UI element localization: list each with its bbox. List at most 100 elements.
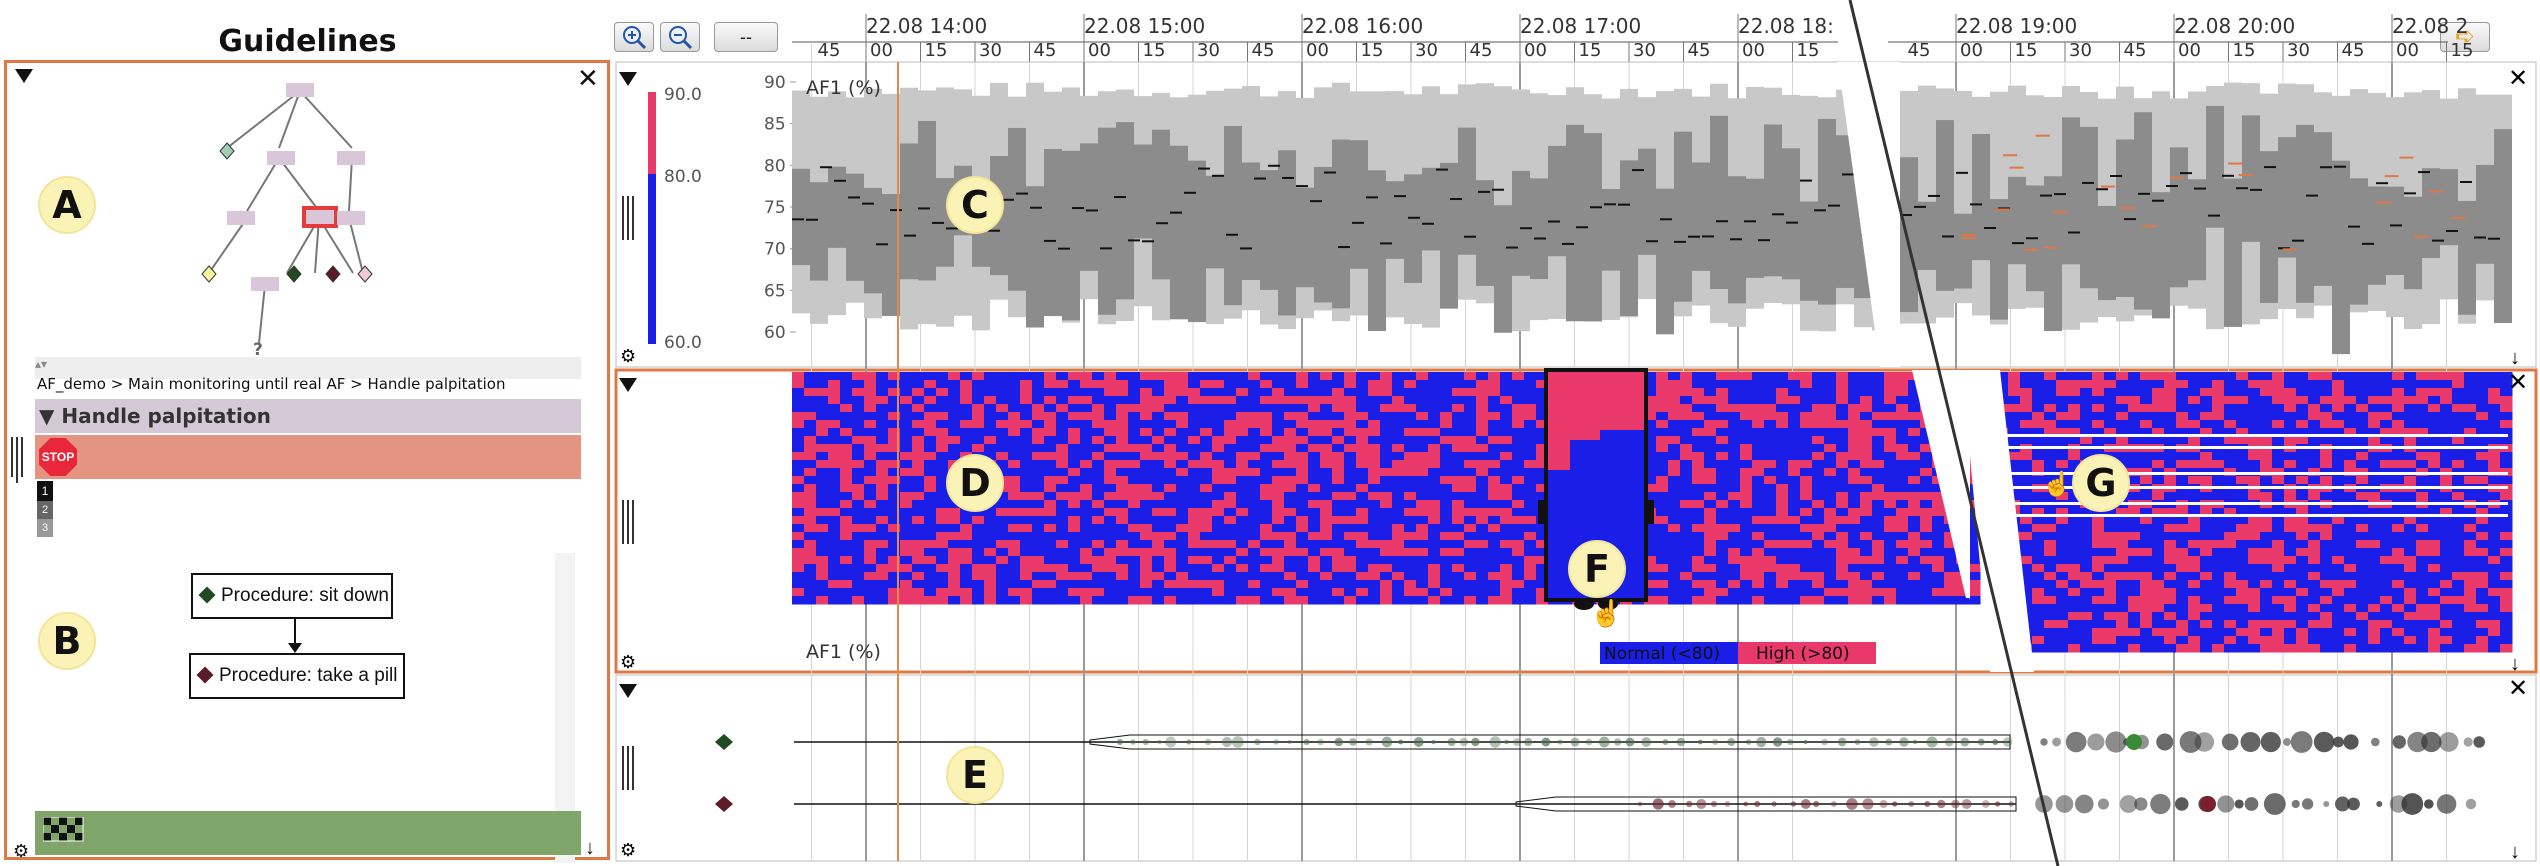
heat-cell xyxy=(1212,524,1225,533)
heat-cell xyxy=(1380,436,1393,445)
heat-cell xyxy=(1164,564,1177,573)
finish-bar[interactable] xyxy=(35,811,581,855)
heat-cell xyxy=(1224,420,1237,429)
export-button[interactable]: ➪ xyxy=(2440,22,2490,52)
heat-cell xyxy=(1044,500,1057,509)
heat-cell xyxy=(1464,508,1477,517)
heat-cell xyxy=(2488,604,2501,613)
heat-cell xyxy=(1320,436,1333,445)
step-1-badge[interactable]: 1 xyxy=(37,481,53,501)
heat-cell xyxy=(2164,564,2177,573)
heat-cell xyxy=(2020,564,2033,573)
heat-cell xyxy=(2068,436,2081,445)
breadcrumb[interactable]: AF_demo > Main monitoring until real AF … xyxy=(37,375,506,393)
heat-cell xyxy=(1056,508,1069,517)
zoom-in-button[interactable] xyxy=(614,22,654,52)
zoom-out-button[interactable] xyxy=(660,22,700,52)
stop-bar[interactable]: STOP xyxy=(35,435,581,479)
heat-cell xyxy=(2164,516,2177,525)
heat-cell xyxy=(888,452,901,461)
heat-cell xyxy=(2428,524,2441,533)
heat-cell xyxy=(2500,604,2513,613)
heat-cell xyxy=(2476,420,2489,429)
heat-cell xyxy=(2164,436,2177,445)
heat-cell xyxy=(2068,524,2081,533)
event-dot xyxy=(1743,801,1749,807)
heat-cell xyxy=(876,580,889,589)
heat-cell xyxy=(804,564,817,573)
heat-cell xyxy=(1128,492,1141,501)
heat-cell xyxy=(2320,396,2333,405)
heat-cell xyxy=(1032,572,1045,581)
heat-cell xyxy=(2188,508,2201,517)
heat-cell xyxy=(2080,628,2093,637)
heat-cell xyxy=(2224,572,2237,581)
procedure-take-pill[interactable]: Procedure: take a pill xyxy=(189,653,405,699)
heat-cell xyxy=(2320,580,2333,589)
heat-cell xyxy=(1452,596,1465,605)
close-icon[interactable]: ✕ xyxy=(577,63,599,93)
heat-cell xyxy=(2200,556,2213,565)
guideline-tree[interactable]: ? xyxy=(187,73,447,373)
step-3-badge[interactable]: 3 xyxy=(37,519,53,537)
heat-cell xyxy=(1452,444,1465,453)
scroll-down-arrow-icon[interactable]: ↓ xyxy=(585,837,595,859)
section-header[interactable]: ▼ Handle palpitation xyxy=(35,399,581,433)
dash-button[interactable]: -- xyxy=(714,22,778,52)
band-inner xyxy=(2080,126,2098,289)
heat-cell xyxy=(2320,420,2333,429)
heat-cell xyxy=(852,540,865,549)
heat-cell xyxy=(2116,516,2129,525)
heat-cell xyxy=(1764,540,1777,549)
heat-cell xyxy=(1224,460,1237,469)
heat-cell xyxy=(1692,428,1705,437)
heat-cell xyxy=(2140,564,2153,573)
heat-cell xyxy=(1680,556,1693,565)
heat-cell xyxy=(1764,372,1777,381)
heat-cell xyxy=(2140,380,2153,389)
heat-cell xyxy=(1224,572,1237,581)
expand-triangle-icon[interactable]: ▼ xyxy=(39,404,55,428)
heat-cell xyxy=(1008,380,1021,389)
panel-controls[interactable]: ⚙ ⚙ ⚙ ✕ ✕ ✕ ↓ ↓ ↓ xyxy=(619,65,2528,863)
event-dot xyxy=(1787,738,1794,746)
heat-cell xyxy=(864,508,877,517)
drag-handle-icon[interactable] xyxy=(11,437,23,483)
heat-cell xyxy=(2128,436,2141,445)
heat-cell xyxy=(2116,372,2129,381)
heat-cell xyxy=(1932,492,1945,501)
heat-cell xyxy=(1224,476,1237,485)
heat-cell xyxy=(1248,484,1261,493)
vertical-scrollbar[interactable] xyxy=(555,553,575,863)
heat-cell xyxy=(2200,620,2213,629)
panel-c-bands[interactable] xyxy=(792,62,2512,367)
heat-cell xyxy=(1500,596,1513,605)
settings-gear-icon[interactable]: ⚙ xyxy=(13,841,30,861)
heat-cell xyxy=(2464,628,2477,637)
heat-cell xyxy=(2500,620,2513,629)
heat-cell xyxy=(2044,492,2057,501)
panel-d-heatmap[interactable] xyxy=(792,370,2513,672)
heat-cell xyxy=(2440,476,2453,485)
heat-cell xyxy=(1392,500,1405,509)
heat-cell xyxy=(2200,396,2213,405)
heat-cell xyxy=(1080,468,1093,477)
collapse-triangle-icon[interactable] xyxy=(15,69,33,83)
event-dot xyxy=(2119,795,2138,813)
heat-cell xyxy=(2320,452,2333,461)
heat-cell xyxy=(1512,436,1525,445)
heat-cell xyxy=(1152,468,1165,477)
heat-cell xyxy=(1848,436,1861,445)
panel-e-lanes[interactable] xyxy=(794,731,2485,815)
heat-cell xyxy=(804,516,817,525)
heat-cell xyxy=(1272,580,1285,589)
step-2-badge[interactable]: 2 xyxy=(37,501,53,519)
heat-cell xyxy=(828,420,841,429)
heat-cell xyxy=(2128,532,2141,541)
procedure-sit-down[interactable]: Procedure: sit down xyxy=(191,573,393,619)
heat-cell xyxy=(936,436,949,445)
heat-cell xyxy=(864,460,877,469)
heat-cell xyxy=(1284,508,1297,517)
tree-splitter[interactable]: ▴▾ xyxy=(35,357,581,379)
